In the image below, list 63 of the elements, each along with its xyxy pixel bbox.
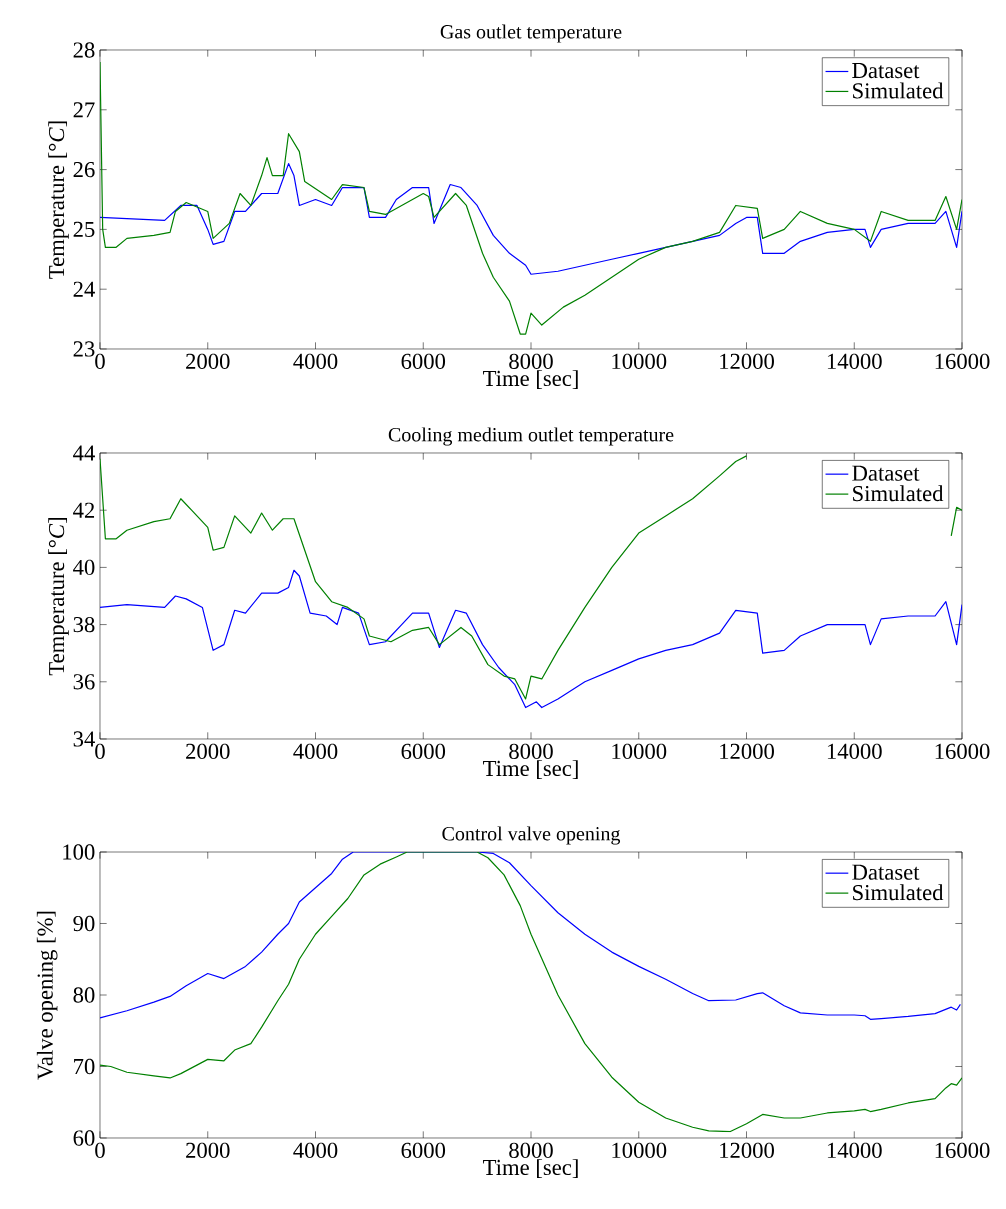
- chart-title: Gas outlet temperature: [440, 24, 622, 43]
- legend-label: Dataset: [852, 63, 920, 79]
- x-tick-label: 14000: [827, 353, 882, 369]
- legend-label: Simulated: [853, 82, 944, 99]
- y-tick-label: 100: [63, 844, 95, 860]
- y-tick-label: 38: [73, 616, 95, 633]
- x-tick-label: 6000: [401, 1142, 446, 1159]
- y-tick-label: 70: [74, 1058, 95, 1075]
- y-tick-label: 25: [73, 221, 95, 238]
- line-series: [100, 163, 963, 275]
- x-tick-label: 4000: [293, 353, 338, 369]
- y-axis-title: Temperature [°C]: [48, 517, 69, 676]
- x-tick-label: 10000: [612, 743, 667, 760]
- legend-label: Dataset: [852, 864, 920, 880]
- y-tick-label: 23: [73, 341, 95, 357]
- x-tick-label: 14000: [827, 1142, 882, 1159]
- x-tick-label: 12000: [720, 743, 774, 760]
- x-axis-title: Time [sec]: [483, 760, 578, 779]
- y-tick-label: 80: [73, 987, 95, 1003]
- line-series: [100, 61, 963, 335]
- chart-title: Cooling medium outlet temperature: [388, 427, 674, 446]
- y-tick-label: 36: [73, 674, 95, 690]
- y-tick-label: 27: [73, 102, 95, 118]
- y-tick-label: 40: [73, 559, 95, 576]
- y-tick-label: 28: [73, 42, 95, 58]
- line-series: [100, 852, 963, 1133]
- x-axis-title: Time [sec]: [483, 1159, 578, 1178]
- y-axis-title: Valve opening [%]: [36, 911, 58, 1080]
- x-tick-label: 10000: [612, 353, 667, 369]
- x-tick-label: 8000: [509, 353, 553, 369]
- x-tick-label: 6000: [401, 743, 446, 760]
- x-tick-label: 0: [95, 743, 105, 760]
- x-tick-label: 2000: [186, 743, 230, 760]
- x-tick-label: 2000: [186, 353, 230, 369]
- x-tick-label: 2000: [186, 1142, 230, 1159]
- x-tick-label: 16000: [935, 353, 990, 369]
- x-axis-title: Time [sec]: [483, 370, 578, 389]
- x-tick-label: 16000: [935, 1142, 990, 1159]
- x-tick-label: 6000: [401, 353, 446, 369]
- x-tick-label: 16000: [935, 743, 990, 760]
- line-series: [100, 852, 961, 1020]
- y-tick-label: 42: [73, 502, 95, 518]
- x-tick-label: 4000: [293, 1142, 338, 1159]
- x-tick-label: 8000: [509, 743, 553, 760]
- x-tick-label: 8000: [509, 1142, 553, 1159]
- y-tick-label: 90: [73, 915, 95, 932]
- y-tick-label: 34: [73, 731, 95, 747]
- legend-label: Simulated: [853, 485, 944, 502]
- y-tick-label: 44: [73, 445, 95, 461]
- x-tick-label: 4000: [293, 743, 338, 760]
- x-tick-label: 10000: [612, 1142, 667, 1159]
- x-tick-label: 14000: [827, 743, 882, 760]
- x-tick-label: 0: [95, 1142, 105, 1159]
- y-tick-label: 24: [73, 281, 95, 297]
- legend-label: Dataset: [852, 465, 920, 481]
- y-axis-title: Temperature [°C]: [48, 121, 69, 279]
- x-tick-label: 12000: [720, 1142, 774, 1159]
- legend-label: Simulated: [853, 884, 944, 901]
- y-tick-label: 60: [73, 1130, 95, 1146]
- chart-title: Control valve opening: [442, 826, 621, 845]
- x-tick-label: 0: [95, 353, 105, 369]
- x-tick-label: 12000: [720, 353, 774, 369]
- y-tick-label: 26: [73, 161, 95, 178]
